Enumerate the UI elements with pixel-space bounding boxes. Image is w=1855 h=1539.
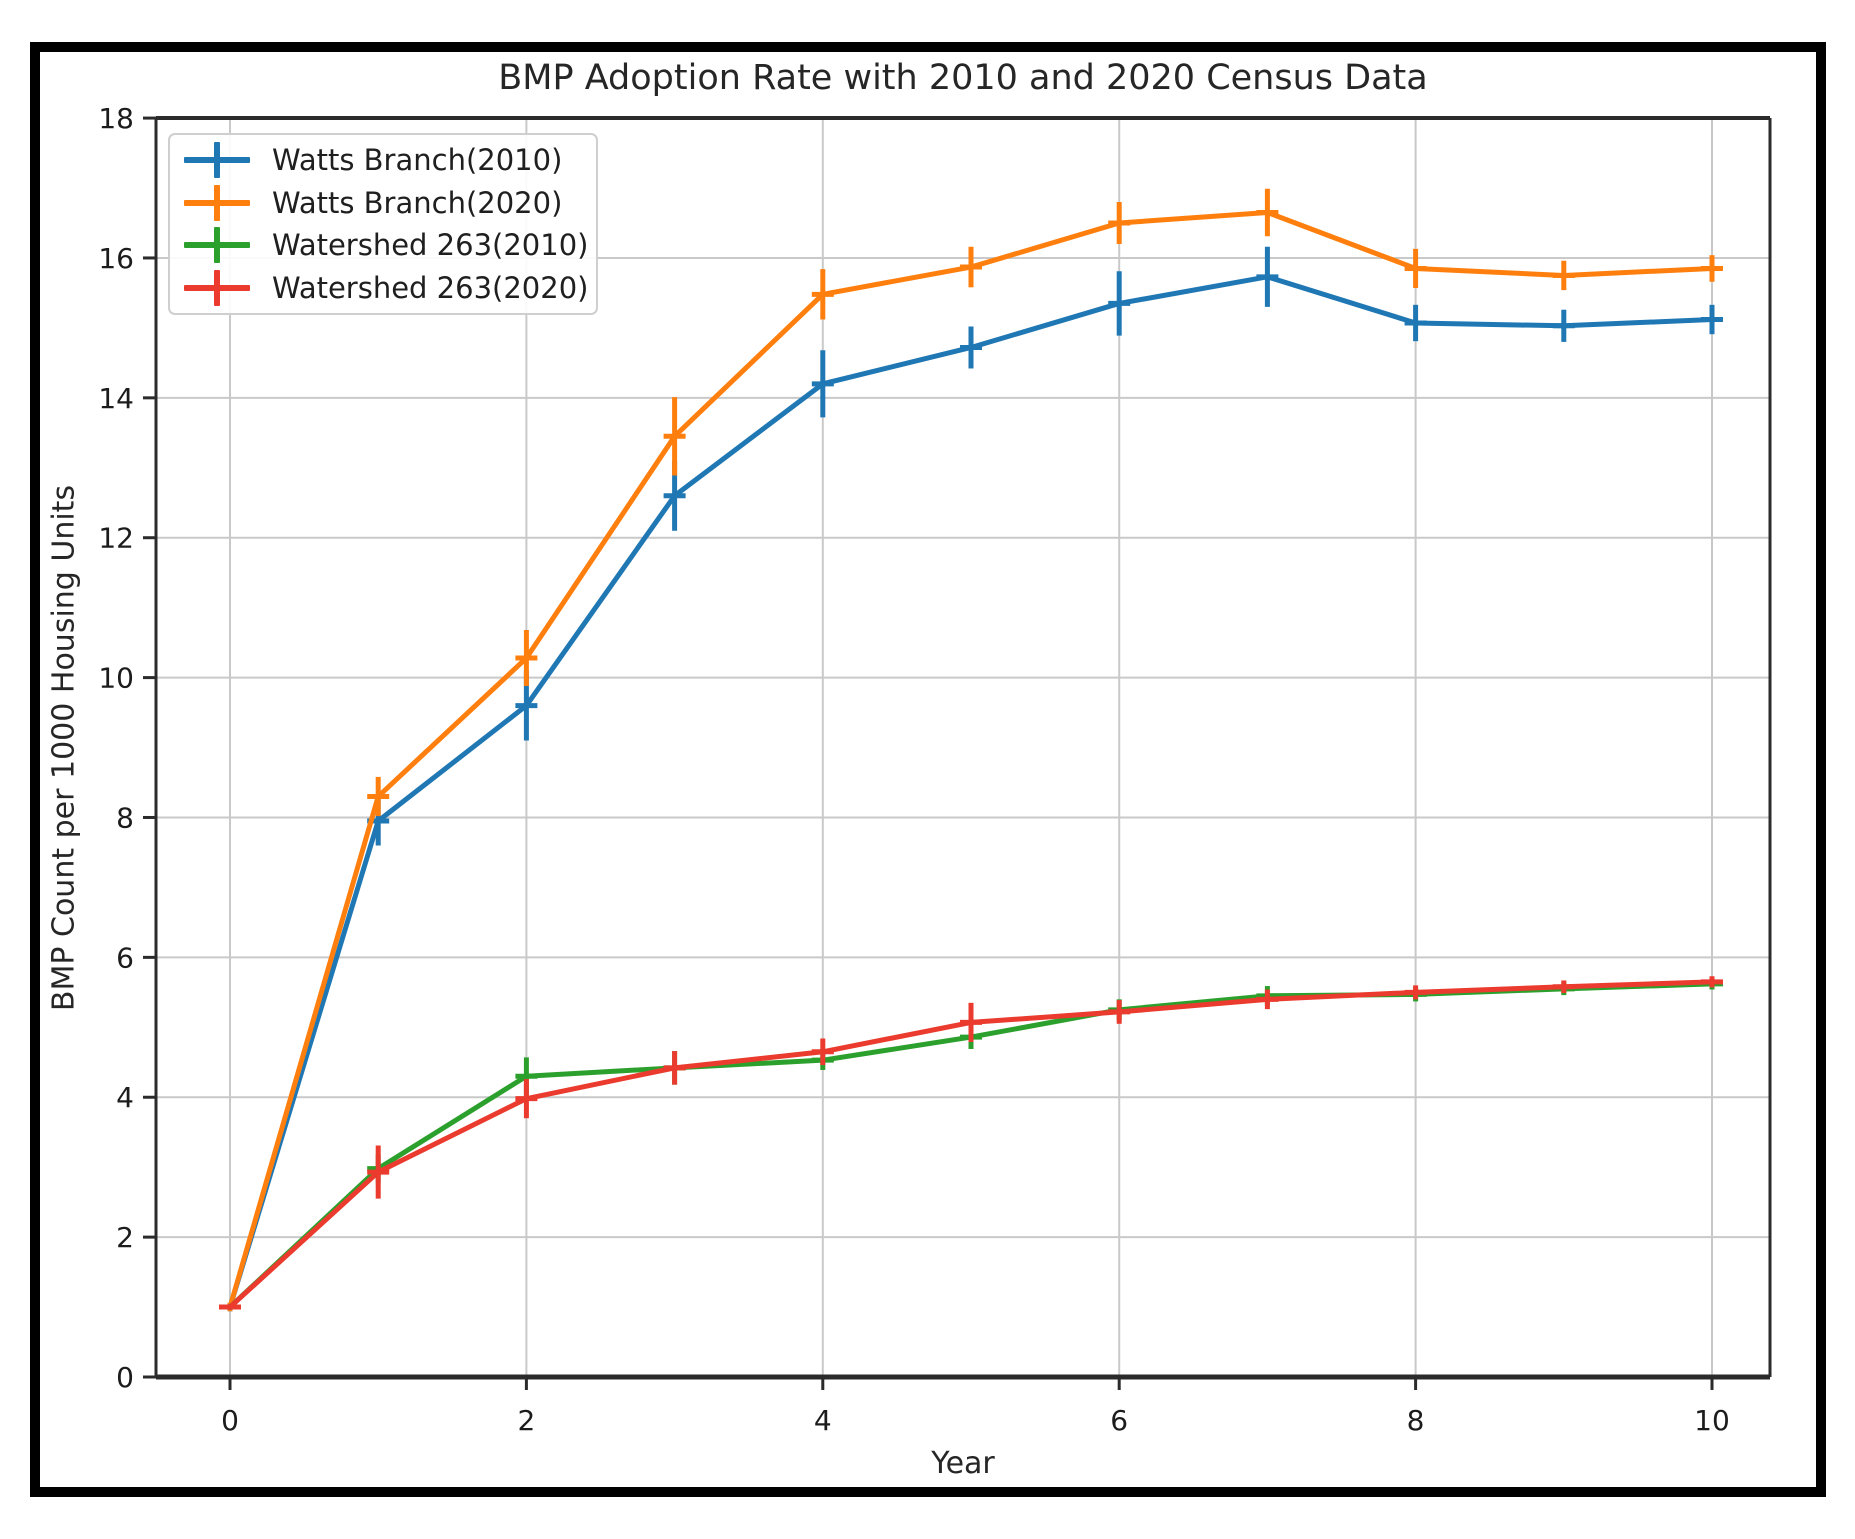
y-tick-label: 4 [116,1081,134,1114]
legend-item: Watts Branch(2020) [184,182,596,224]
legend-errorbar [214,184,220,221]
legend-label: Watts Branch(2010) [272,143,563,178]
x-tick-label: 6 [1110,1404,1128,1437]
errorbar-marker-icon [184,268,250,308]
y-tick-label: 18 [98,102,134,135]
legend-label: Watershed 263(2010) [272,228,589,263]
legend-item: Watershed 263(2020) [184,267,596,309]
series-line [227,209,1715,1310]
chart-legend: Watts Branch(2010) Watts Branch(2020) Wate… [168,133,598,315]
y-tick-label: 16 [98,242,134,275]
legend-errorbar [214,227,220,264]
legend-item: Watts Branch(2010) [184,139,596,181]
y-tick-label: 10 [98,662,134,695]
legend-item: Watershed 263(2010) [184,224,596,266]
x-tick-label: 0 [221,1404,239,1437]
x-axis-label: Year [931,1446,995,1481]
legend-label: Watershed 263(2020) [272,270,589,305]
y-tick-label: 2 [116,1221,134,1254]
y-tick-label: 12 [98,522,134,555]
legend-label: Watts Branch(2020) [272,185,563,220]
errorbar-marker-icon [184,225,250,265]
legend-errorbar [214,142,220,179]
legend-errorbar [214,269,220,306]
y-tick-label: 14 [98,382,134,415]
x-tick-label: 10 [1694,1404,1730,1437]
errorbar-marker-icon [184,140,250,180]
x-tick-label: 2 [517,1404,535,1437]
y-tick-label: 8 [116,801,134,834]
y-tick-label: 6 [116,941,134,974]
x-tick-label: 4 [814,1404,832,1437]
y-tick-label: 0 [116,1361,134,1394]
chart-title: BMP Adoption Rate with 2010 and 2020 Cen… [498,58,1428,98]
x-tick-label: 8 [1407,1404,1425,1437]
errorbar-marker-icon [184,183,250,223]
series-line [227,274,1715,1310]
